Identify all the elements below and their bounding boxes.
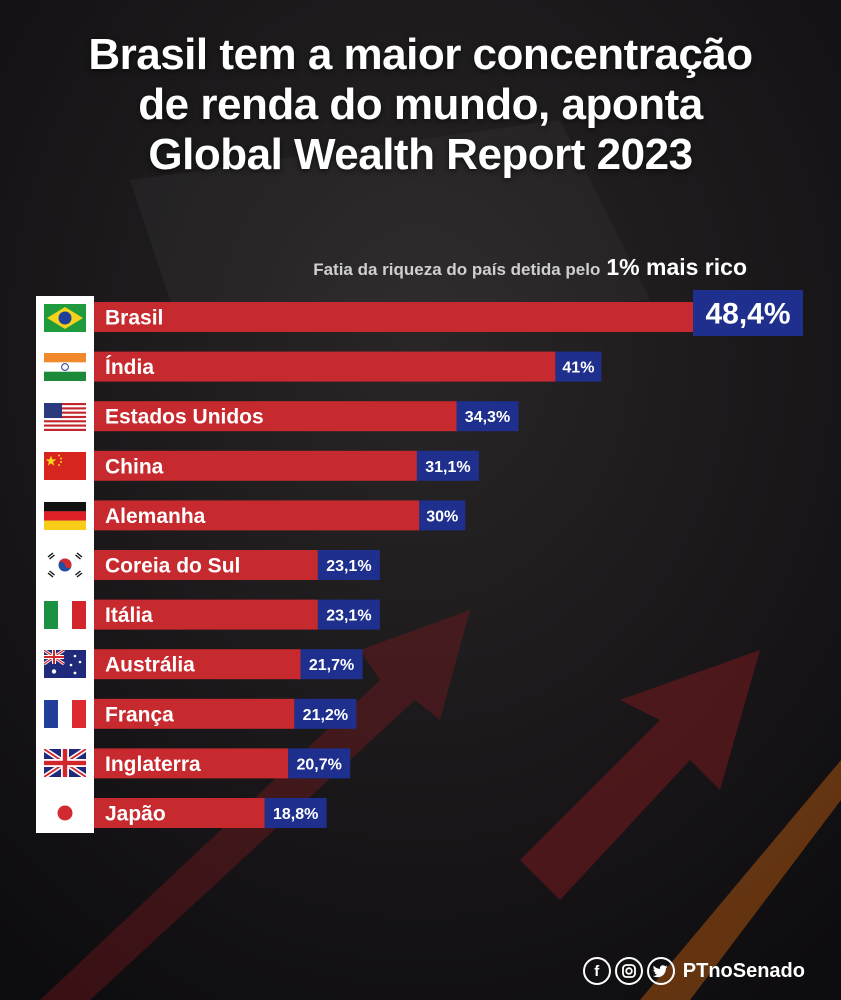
value-box-coreia-do-sul bbox=[317, 550, 380, 580]
value-label-australia: 21,7% bbox=[309, 657, 354, 674]
value-label-inglaterra: 20,7% bbox=[296, 756, 341, 773]
value-box-brasil bbox=[693, 290, 803, 336]
bar-coreia-do-sul bbox=[94, 550, 318, 580]
value-label-alemanha: 30% bbox=[426, 508, 458, 525]
subtitle-emphasis: 1% mais rico bbox=[606, 254, 747, 280]
australia-flag-icon bbox=[44, 650, 86, 678]
value-box-inglaterra bbox=[288, 748, 351, 779]
category-label-china: China bbox=[105, 455, 164, 478]
bar-brasil bbox=[94, 302, 693, 332]
bar-australia bbox=[94, 649, 301, 680]
value-box-estados-unidos bbox=[456, 401, 519, 432]
bar-alemanha bbox=[94, 500, 420, 531]
value-label-china: 31,1% bbox=[425, 459, 470, 476]
value-box-china bbox=[416, 450, 479, 481]
instagram-icon[interactable] bbox=[614, 957, 643, 985]
germany-flag-icon bbox=[44, 502, 86, 530]
chart-subtitle: Fatia da riqueza do país detida pelo 1% m… bbox=[313, 254, 747, 281]
value-box-australia bbox=[300, 649, 363, 680]
category-label-japao: Japão bbox=[105, 803, 166, 826]
uk-flag-icon bbox=[44, 749, 86, 777]
china-flag-icon bbox=[44, 452, 86, 480]
category-label-estados-unidos: Estados Unidos bbox=[105, 406, 264, 429]
value-label-coreia-do-sul: 23,1% bbox=[326, 558, 371, 575]
social-handle: PTnoSenado bbox=[682, 959, 805, 982]
brazil-flag-icon bbox=[44, 304, 86, 332]
bars-group bbox=[94, 302, 693, 828]
value-box-italia bbox=[317, 599, 380, 630]
category-label-franca: França bbox=[105, 703, 174, 726]
category-label-coreia-do-sul: Coreia do Sul bbox=[105, 555, 240, 578]
value-box-japao bbox=[264, 798, 327, 828]
bar-china bbox=[94, 450, 417, 481]
value-box-india bbox=[555, 351, 602, 382]
page-title: Brasil tem a maior concentração de renda… bbox=[40, 30, 801, 180]
india-flag-icon bbox=[44, 353, 86, 381]
category-label-india: Índia bbox=[105, 356, 154, 379]
bar-franca bbox=[94, 698, 295, 729]
bar-estados-unidos bbox=[94, 401, 457, 432]
bar-japao bbox=[94, 798, 265, 828]
category-labels-group: Brasil Índia Estados Unidos China Alemanha Co… bbox=[105, 307, 264, 826]
value-label-italia: 23,1% bbox=[326, 608, 371, 625]
value-label-brasil: 48,4% bbox=[705, 298, 790, 331]
value-label-india: 41% bbox=[562, 360, 594, 377]
category-label-inglaterra: Inglaterra bbox=[105, 753, 201, 776]
title-line-1: Brasil tem a maior concentração bbox=[88, 30, 753, 79]
flag-panel bbox=[36, 296, 94, 833]
value-labels-group: 48,4% 41% 34,3% 31,1% 30% 23,1% 23,1% 21,7% 21,2… bbox=[273, 298, 791, 824]
bar-india bbox=[94, 351, 556, 382]
category-label-brasil: Brasil bbox=[105, 307, 163, 330]
bar-inglaterra bbox=[94, 748, 289, 779]
france-flag-icon bbox=[44, 700, 86, 728]
facebook-icon[interactable]: f bbox=[582, 957, 611, 985]
value-label-japao: 18,8% bbox=[273, 806, 318, 823]
category-label-alemanha: Alemanha bbox=[105, 505, 206, 528]
category-label-italia: Itália bbox=[105, 604, 153, 627]
value-boxes-group bbox=[264, 290, 803, 828]
italy-flag-icon bbox=[44, 601, 86, 629]
value-box-franca bbox=[294, 698, 357, 729]
value-label-franca: 21,2% bbox=[303, 707, 348, 724]
twitter-icon[interactable] bbox=[646, 957, 675, 985]
value-label-estados-unidos: 34,3% bbox=[465, 409, 510, 426]
south-korea-flag-icon bbox=[44, 551, 86, 579]
bar-italia bbox=[94, 599, 318, 630]
japan-flag-icon bbox=[44, 799, 86, 827]
category-label-australia: Austrália bbox=[105, 654, 195, 677]
social-footer: f PTnoSenado bbox=[582, 954, 805, 988]
subtitle-prefix: Fatia da riqueza do país detida pelo bbox=[313, 260, 601, 279]
usa-flag-icon bbox=[44, 403, 86, 431]
value-box-alemanha bbox=[419, 500, 466, 531]
title-line-3: Global Wealth Report 2023 bbox=[148, 130, 693, 179]
title-line-2: de renda do mundo, aponta bbox=[138, 80, 703, 129]
